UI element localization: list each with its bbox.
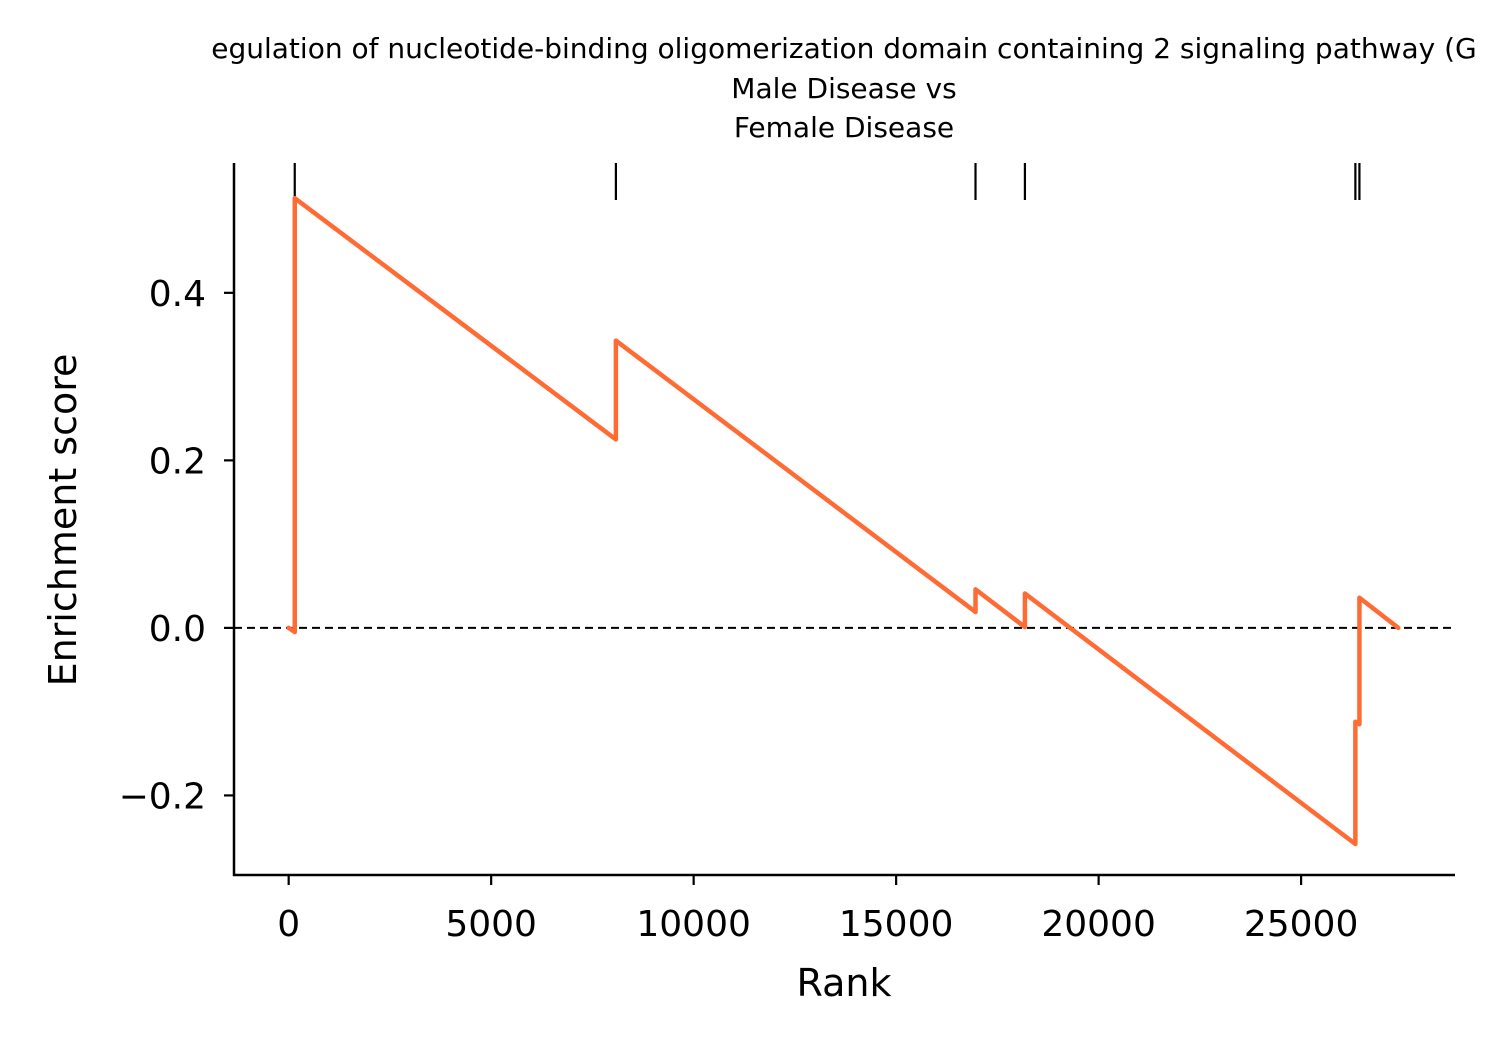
x-tick-label: 10000 xyxy=(636,904,751,945)
x-axis-ticks: 0 5000 10000 15000 20000 25000 xyxy=(277,875,1358,945)
title-line-1: Male Disease vs xyxy=(731,72,956,105)
series-group xyxy=(286,195,1401,847)
x-tick-label: 5000 xyxy=(445,904,537,945)
y-tick-label: 0.2 xyxy=(149,441,206,482)
y-tick-label: 0.4 xyxy=(149,274,206,315)
x-tick-label: 15000 xyxy=(839,904,954,945)
x-tick-label: 20000 xyxy=(1041,904,1156,945)
y-tick-label: 0.0 xyxy=(149,609,206,650)
y-axis-ticks: −0.2 0.0 0.2 0.4 xyxy=(119,274,234,817)
enrichment-series-line xyxy=(286,195,1401,847)
x-axis-label: Rank xyxy=(797,961,892,1005)
y-tick-label: −0.2 xyxy=(119,776,206,817)
x-tick-label: 0 xyxy=(277,904,300,945)
hit-marks xyxy=(293,163,1361,200)
x-tick-label: 25000 xyxy=(1244,904,1359,945)
title-line-2: Female Disease xyxy=(734,111,954,144)
chart-title: egulation of nucleotide-binding oligomer… xyxy=(211,32,1476,144)
axes xyxy=(232,163,1455,877)
title-line-0: egulation of nucleotide-binding oligomer… xyxy=(211,32,1476,65)
y-axis-label: Enrichment score xyxy=(41,354,85,687)
